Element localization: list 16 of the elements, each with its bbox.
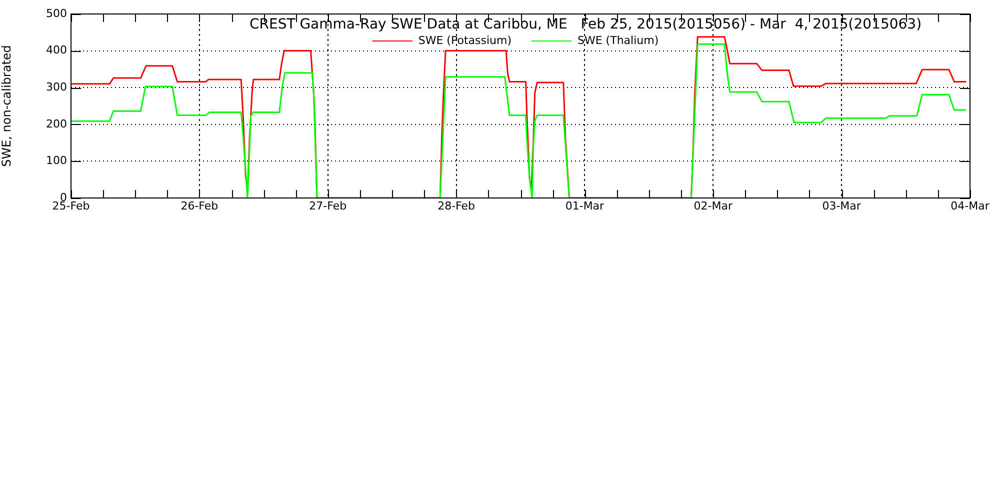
x-tick-label: 03-Mar	[822, 199, 862, 212]
y-tick-label: 400	[46, 44, 67, 57]
x-tick-label: 02-Mar	[694, 199, 733, 212]
y-tick-label: 100	[46, 154, 67, 168]
y-axis-title: SWE, non-calibrated	[0, 45, 14, 167]
x-tick-label: 04-Mar	[950, 199, 990, 212]
y-tick-label: 200	[46, 117, 67, 130]
x-tick-label: 01-Mar	[565, 199, 605, 212]
y-tick-label: 300	[46, 80, 67, 94]
x-tick-label: 26-Feb	[180, 199, 218, 212]
legend-label: SWE (Thalium)	[578, 34, 659, 47]
legend-label: SWE (Potassium)	[418, 34, 512, 47]
y-tick-label: 500	[46, 6, 67, 20]
x-tick-label: 27-Feb	[309, 199, 347, 212]
chart-title: CREST Gamma-Ray SWE Data at Caribou, ME Feb 25, 2015(2015056) - Mar 4, 2015(2015063)	[249, 16, 922, 33]
x-tick-label: 28-Feb	[438, 199, 476, 212]
